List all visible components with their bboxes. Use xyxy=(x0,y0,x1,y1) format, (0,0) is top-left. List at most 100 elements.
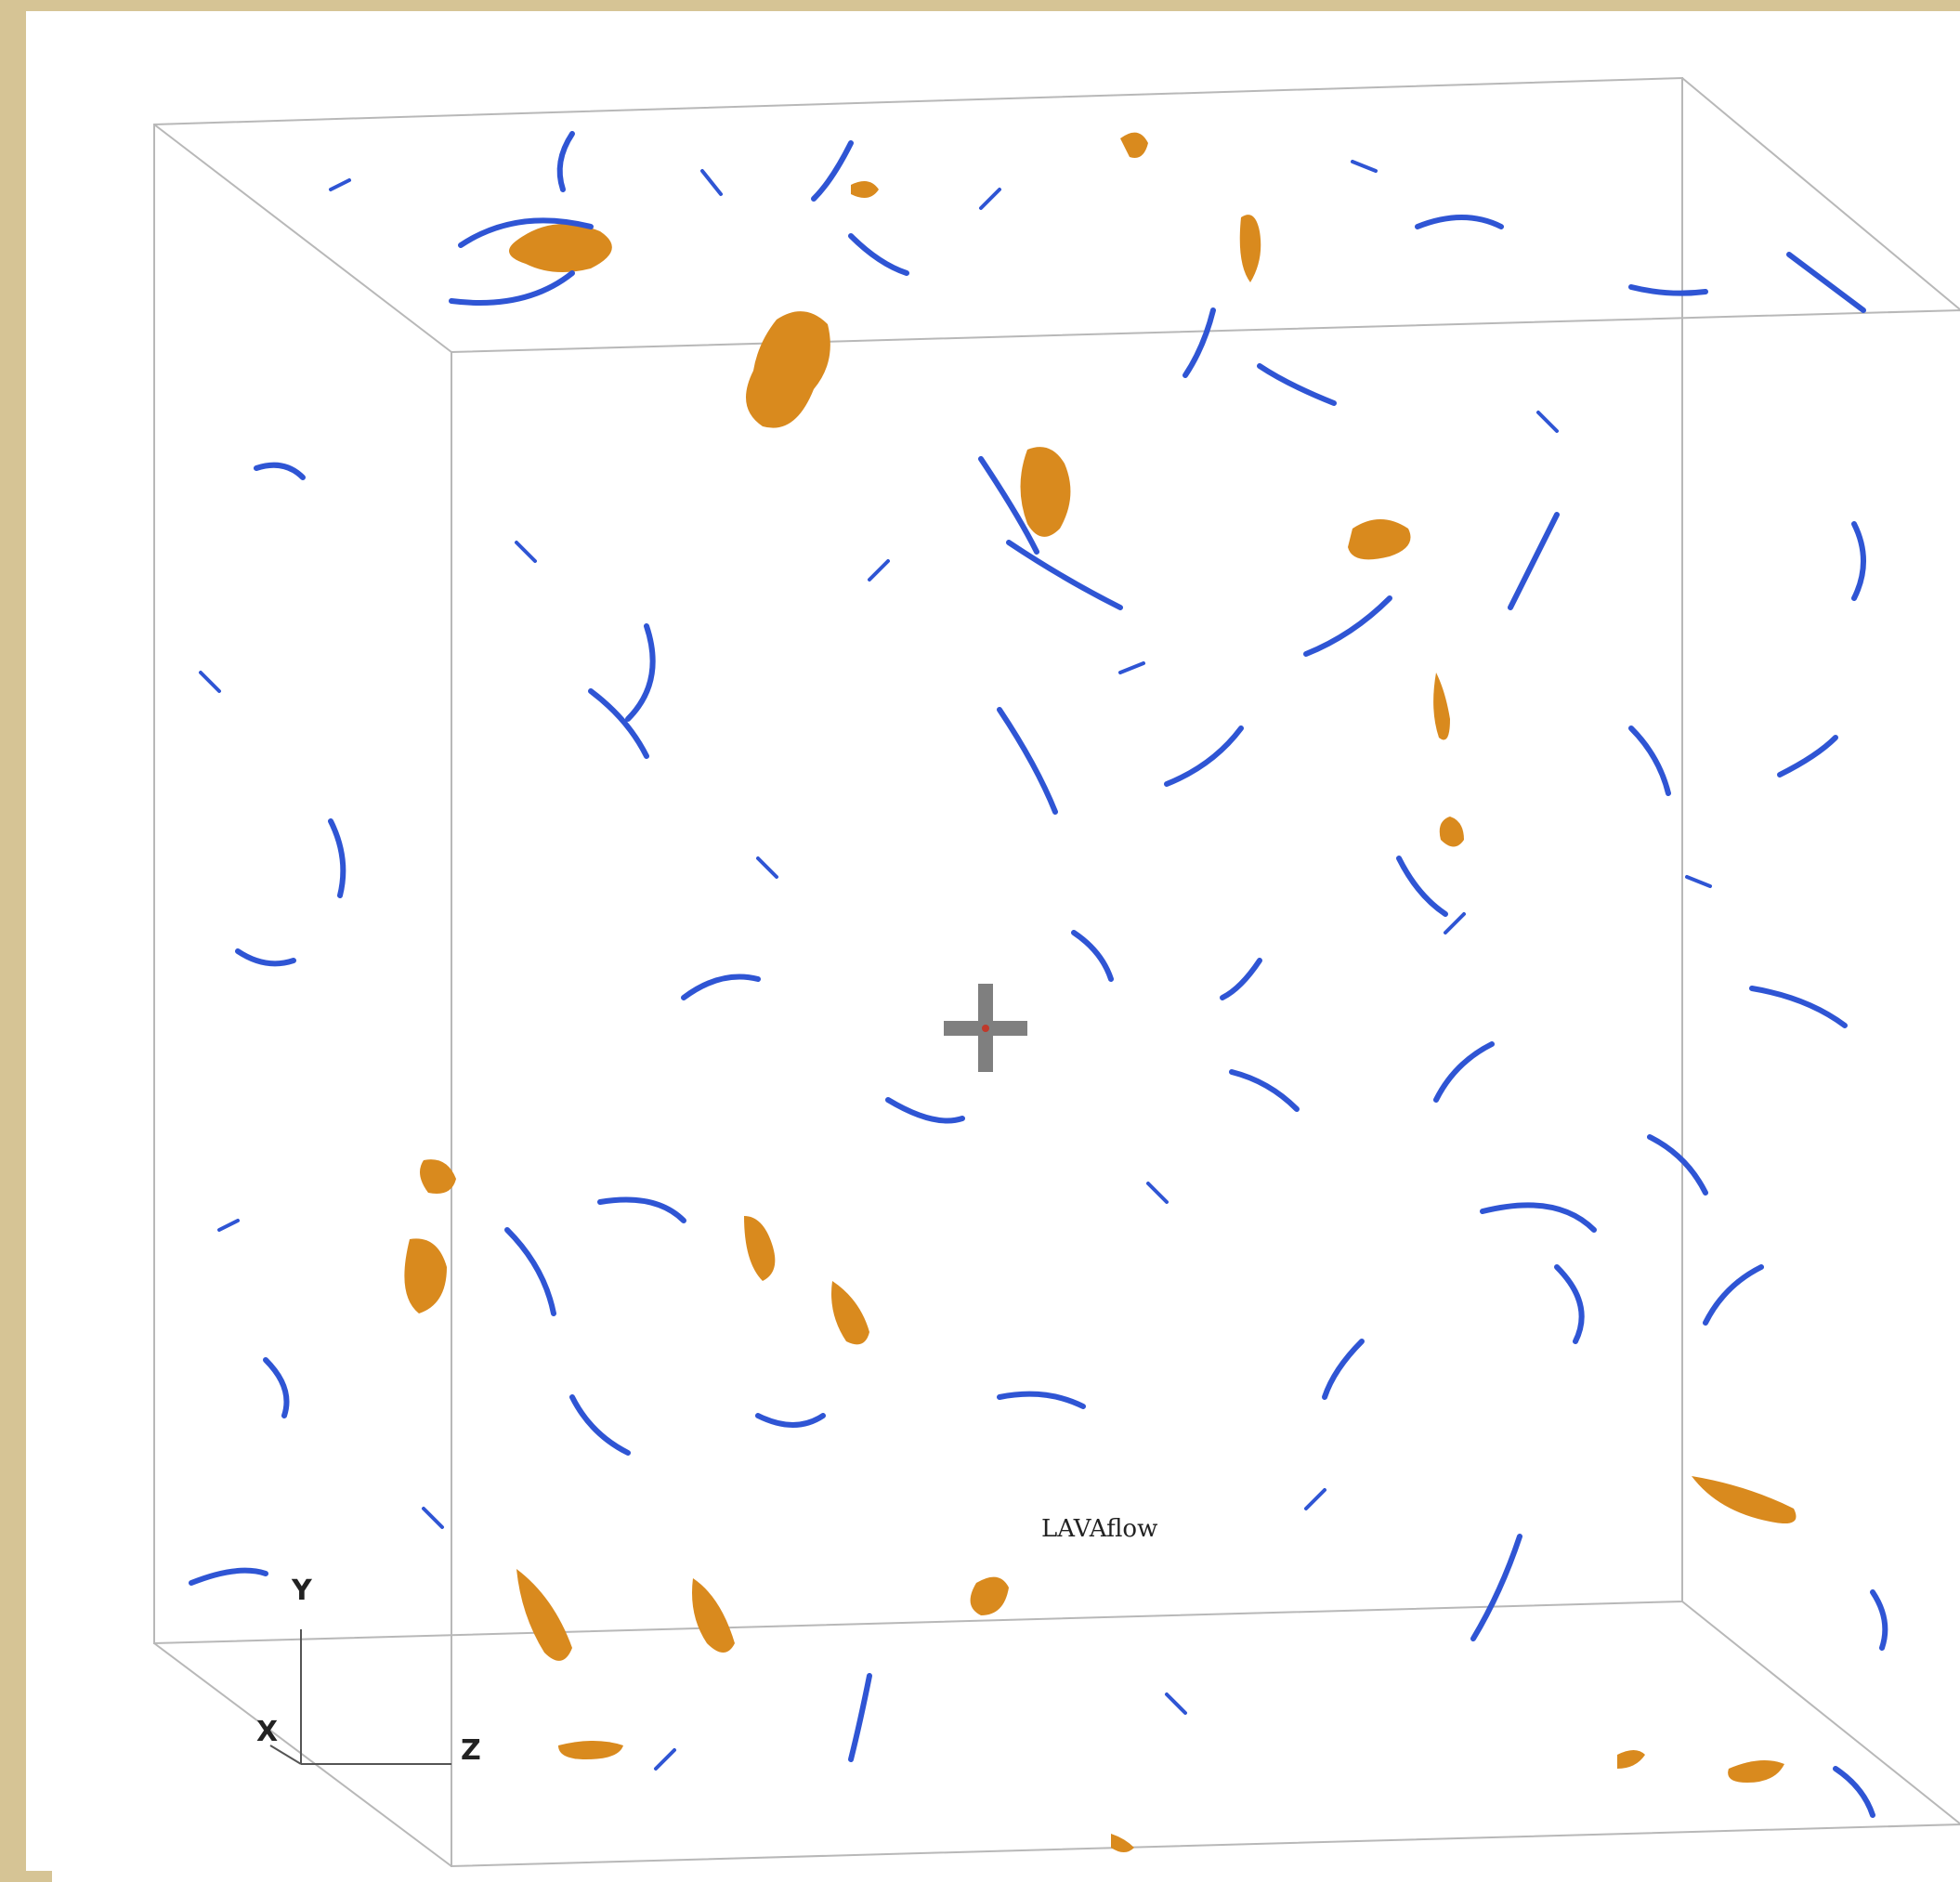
blue-filament xyxy=(1749,986,1848,1028)
orange-blob xyxy=(420,1159,456,1194)
blue-filament xyxy=(978,456,1039,555)
blue-filaments xyxy=(189,131,1888,1818)
blue-filament xyxy=(1554,1264,1585,1344)
blue-speck xyxy=(329,178,351,191)
orange-blob xyxy=(1120,132,1148,158)
blue-filament xyxy=(1396,856,1448,917)
orange-blob xyxy=(1433,673,1450,740)
orange-blob xyxy=(970,1576,1009,1615)
blue-filament xyxy=(811,140,854,202)
orange-blob xyxy=(1728,1760,1784,1783)
blue-filament xyxy=(189,1567,268,1586)
blue-filament xyxy=(556,131,575,192)
blue-filament xyxy=(1480,1202,1597,1233)
orange-blob xyxy=(831,1281,869,1345)
orange-blob xyxy=(404,1238,447,1313)
blue-filament xyxy=(1220,958,1262,1000)
blue-filament xyxy=(848,233,909,276)
blue-speck xyxy=(1351,160,1378,173)
orange-blob xyxy=(558,1741,623,1759)
blue-filament xyxy=(1647,1134,1708,1196)
orange-blob xyxy=(744,1216,776,1281)
orange-blob xyxy=(851,181,879,198)
orange-blob xyxy=(1239,215,1261,282)
blue-speck xyxy=(1536,411,1559,433)
blue-speck xyxy=(1165,1692,1187,1715)
blue-filament xyxy=(449,270,575,306)
blue-filament xyxy=(458,217,594,248)
orange-blob xyxy=(692,1578,735,1653)
box-front-face xyxy=(451,309,1960,1868)
blue-filament xyxy=(1777,735,1838,778)
blue-filament xyxy=(625,623,656,722)
x-axis-line xyxy=(269,1745,302,1765)
axis-label-x: X xyxy=(256,1716,278,1748)
blue-filament xyxy=(1851,521,1866,601)
box-depth-edge-bottom-left xyxy=(153,1642,452,1867)
box-depth-edge-top-right xyxy=(1681,77,1960,311)
blue-speck xyxy=(1685,875,1712,888)
blue-speck xyxy=(979,188,1001,210)
blue-filament xyxy=(1257,363,1337,406)
blue-filament xyxy=(254,462,306,480)
orange-blob xyxy=(509,224,612,272)
blue-filament xyxy=(328,818,346,898)
visualization-canvas: LAVAflow Y X Z xyxy=(52,22,1960,1882)
blue-filament xyxy=(1470,1534,1522,1641)
axis-label-z: Z xyxy=(461,1734,481,1767)
crosshair-center-dot xyxy=(982,1025,989,1032)
crosshair-icon xyxy=(944,984,1027,1072)
blue-filament xyxy=(597,1196,686,1223)
orange-blob xyxy=(1348,519,1411,560)
orange-blob xyxy=(1020,447,1071,537)
box-depth-edge-bottom-right xyxy=(1681,1601,1960,1825)
turbulence-visualization: LAVAflow Y X Z xyxy=(52,22,1960,1882)
canvas-background xyxy=(52,22,1960,1882)
blue-speck xyxy=(217,1219,240,1232)
blue-filament xyxy=(569,1394,631,1456)
simulation-box xyxy=(153,76,1960,1868)
orange-blob xyxy=(1111,1834,1134,1852)
axis-label-y: Y xyxy=(291,1575,313,1607)
blue-filament xyxy=(1303,595,1392,657)
blue-filament xyxy=(1833,1766,1875,1818)
blue-speck xyxy=(199,671,221,693)
blue-speck xyxy=(1444,912,1466,934)
blue-speck xyxy=(1146,1182,1169,1204)
blue-filament xyxy=(1628,284,1708,296)
blue-filament xyxy=(885,1097,965,1124)
orange-blob xyxy=(1617,1750,1645,1769)
blue-speck xyxy=(756,856,778,879)
orange-structures xyxy=(404,132,1797,1852)
blue-filament xyxy=(235,948,296,967)
orientation-axes xyxy=(269,1629,451,1765)
blue-filament xyxy=(1006,540,1123,610)
blue-speck xyxy=(654,1748,676,1771)
blue-filament xyxy=(1703,1264,1764,1326)
blue-speck xyxy=(868,559,890,582)
blue-filament xyxy=(1322,1339,1365,1400)
blue-filament xyxy=(1415,215,1504,229)
blue-filament xyxy=(848,1673,872,1762)
blue-filament xyxy=(1183,307,1216,378)
blue-speck xyxy=(1304,1488,1326,1510)
blue-filament xyxy=(504,1227,556,1316)
blue-filament xyxy=(1164,725,1244,787)
blue-filament xyxy=(1786,252,1866,313)
orange-blob xyxy=(1439,817,1464,847)
blue-filament xyxy=(755,1413,826,1428)
blue-filament xyxy=(1508,512,1560,610)
blue-speck xyxy=(700,169,723,196)
blue-filament xyxy=(997,707,1058,815)
blue-filament xyxy=(588,688,649,759)
blue-speck xyxy=(1118,661,1145,674)
orange-blob xyxy=(1692,1476,1797,1523)
box-depth-edge-top-left xyxy=(153,124,452,353)
blue-filament xyxy=(1628,725,1671,796)
orange-blob xyxy=(516,1569,572,1661)
blue-filament xyxy=(1071,930,1114,982)
blue-filament xyxy=(681,974,761,1000)
blue-filament xyxy=(1229,1069,1300,1112)
blue-filament xyxy=(997,1391,1086,1409)
